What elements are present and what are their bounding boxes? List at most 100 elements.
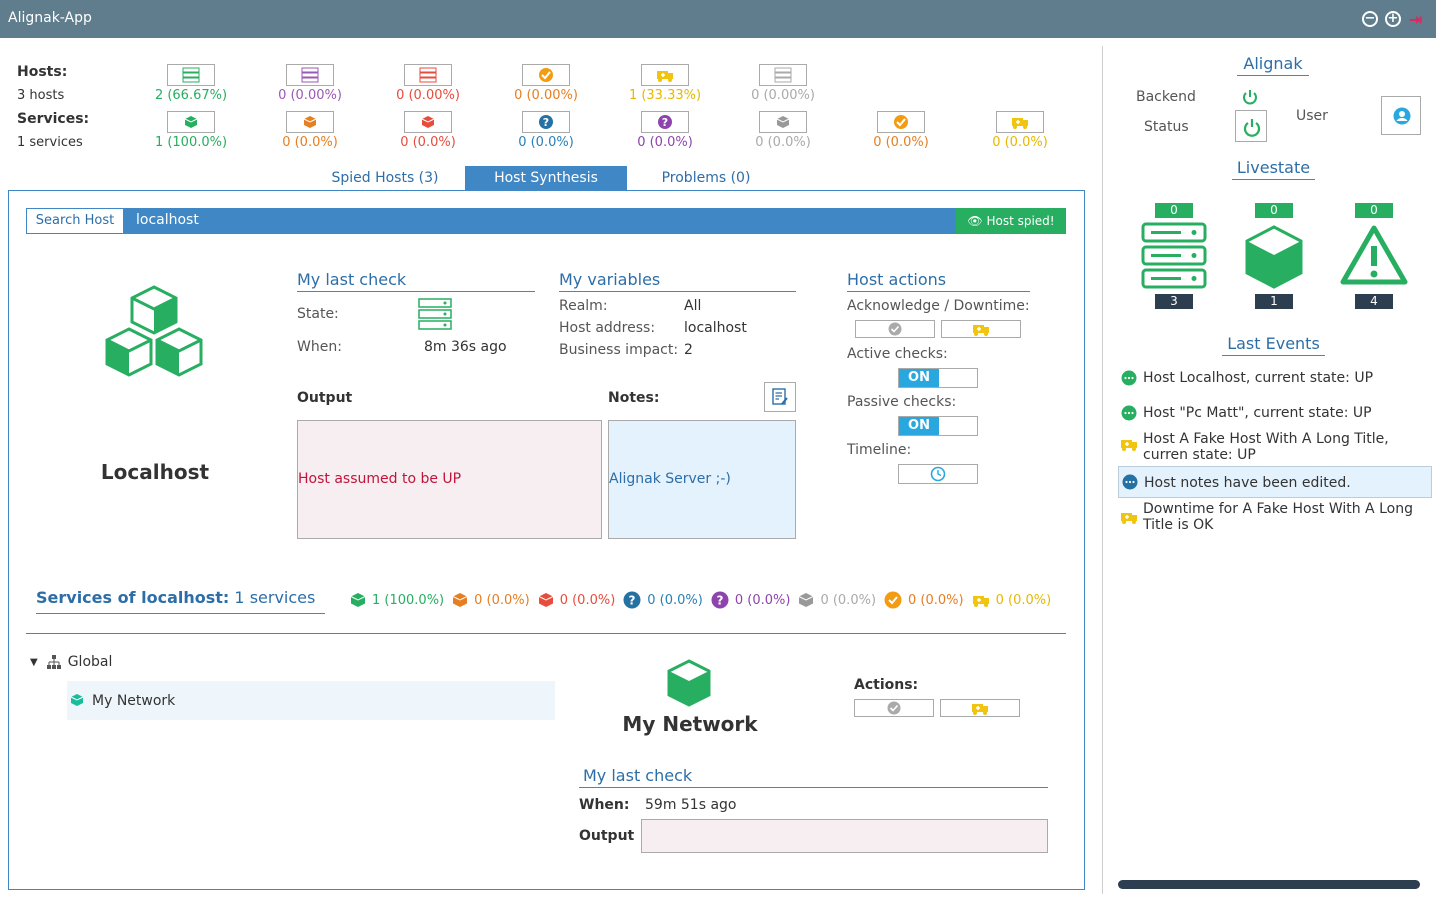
acknowledge-button[interactable] <box>855 320 935 338</box>
tab-spied-hosts[interactable]: Spied Hosts (3) <box>331 170 439 186</box>
services-acknowledged-icon[interactable] <box>877 111 925 133</box>
hosts-unreachable-icon[interactable] <box>286 64 334 86</box>
when-value: 8m 36s ago <box>424 339 507 355</box>
hosts-acknowledged-icon[interactable] <box>522 64 570 86</box>
event-item[interactable]: Downtime for A Fake Host With A Long Tit… <box>1118 501 1432 535</box>
svc-ok-count: 1 (100.0%) <box>372 592 445 608</box>
service-acknowledge-button[interactable] <box>854 699 934 717</box>
svc-unreachable-icon: ? <box>711 591 729 609</box>
services-ack-count: 0 (0.0%) <box>873 135 929 150</box>
event-item[interactable]: Host "Pc Matt", current state: UP <box>1118 405 1432 425</box>
timeline-button[interactable] <box>898 464 978 484</box>
svc-unknown-icon: ? <box>623 591 641 609</box>
services-critical-count: 0 (0.0%) <box>400 135 456 150</box>
hosts-up-count: 2 (66.67%) <box>154 88 228 103</box>
divider <box>26 633 1066 634</box>
svc-downtime-icon <box>972 596 989 607</box>
downtime-button[interactable] <box>941 320 1021 338</box>
alignak-title: Alignak <box>1237 54 1309 76</box>
svc-unreachable-count: 0 (0.0%) <box>734 592 791 608</box>
hosts-up-icon[interactable] <box>167 64 215 86</box>
exit-icon[interactable]: ⇥ <box>1409 10 1423 29</box>
livestate-problems-icon[interactable] <box>1340 224 1408 286</box>
services-unreachable-icon[interactable]: ? <box>641 111 689 133</box>
tree-root[interactable]: ▼ Global <box>30 654 112 670</box>
search-host-button[interactable]: Search Host <box>26 208 124 234</box>
edit-notes-button[interactable] <box>764 382 796 412</box>
passive-checks-state: ON <box>899 417 939 435</box>
hosts-downtime-icon[interactable] <box>641 64 689 86</box>
livestate-problems-count: 0 <box>1355 203 1393 218</box>
actions-label: Actions: <box>854 677 919 693</box>
livestate-services-icon[interactable] <box>1243 224 1305 290</box>
active-checks-label: Active checks: <box>847 346 948 362</box>
maximize-icon[interactable]: + <box>1385 11 1401 27</box>
hosts-flapping-icon[interactable] <box>759 64 807 86</box>
event-text: Host "Pc Matt", current state: UP <box>1143 405 1372 421</box>
ack-downtime-label: Acknowledge / Downtime: <box>847 298 1030 314</box>
hosts-down-icon[interactable] <box>404 64 452 86</box>
services-warning-icon[interactable] <box>286 111 334 133</box>
passive-checks-label: Passive checks: <box>847 394 957 410</box>
services-downtime-icon[interactable] <box>996 111 1044 133</box>
hosts-label: Hosts: <box>17 64 68 80</box>
horizontal-scrollbar[interactable] <box>1118 880 1420 889</box>
service-output-label: Output <box>579 828 635 844</box>
host-spied-label: Host spied! <box>986 214 1055 228</box>
chevron-down-icon[interactable]: ▼ <box>30 656 38 668</box>
tab-problems[interactable]: Problems (0) <box>661 170 751 186</box>
livestate-services-total: 1 <box>1255 294 1293 309</box>
last-events-title: Last Events <box>1222 334 1325 356</box>
hosts-downtime-count: 1 (33.33%) <box>628 88 702 103</box>
user-button[interactable] <box>1381 96 1421 135</box>
power-icon <box>1243 119 1261 137</box>
livestate-problems-total: 4 <box>1355 294 1393 309</box>
passive-checks-toggle[interactable]: ON <box>898 416 978 436</box>
event-item-selected[interactable]: Host notes have been edited. <box>1118 466 1432 498</box>
tree-item-my-network[interactable]: My Network <box>67 681 555 720</box>
variables-title: My variables <box>559 270 796 292</box>
services-ok-count: 1 (100.0%) <box>154 135 228 150</box>
downtime-icon <box>1121 513 1137 524</box>
livestate-hosts-icon[interactable] <box>1141 222 1207 290</box>
address-value: localhost <box>684 320 747 336</box>
search-input[interactable]: localhost <box>136 212 199 228</box>
svc-warning-icon <box>452 593 468 607</box>
event-item[interactable]: Host Localhost, current state: UP <box>1118 370 1432 390</box>
host-spied-button[interactable]: 👁 Host spied! <box>956 208 1066 234</box>
svg-text:?: ? <box>543 116 549 129</box>
hosts-flapping-count: 0 (0.00%) <box>751 88 815 103</box>
downtime-icon <box>973 325 989 336</box>
services-flapping-icon[interactable] <box>759 111 807 133</box>
status-button[interactable] <box>1235 110 1267 142</box>
svc-critical-icon <box>538 593 553 607</box>
downtime-icon <box>972 704 988 715</box>
svc-unknown-count: 0 (0.0%) <box>647 592 703 608</box>
realm-label: Realm: <box>559 298 608 314</box>
hosts-down-count: 0 (0.00%) <box>396 88 460 103</box>
sitemap-icon <box>46 655 61 669</box>
services-ok-icon[interactable] <box>167 111 215 133</box>
svc-flapping-icon <box>799 593 814 607</box>
services-unknown-icon[interactable]: ? <box>522 111 570 133</box>
services-unknown-count: 0 (0.0%) <box>518 135 574 150</box>
event-item[interactable]: Host A Fake Host With A Long Title, curr… <box>1118 431 1432 465</box>
tab-host-synthesis[interactable]: Host Synthesis <box>465 166 627 190</box>
hosts-unreachable-count: 0 (0.00%) <box>278 88 342 103</box>
active-checks-toggle[interactable]: ON <box>898 368 978 388</box>
event-text: Downtime for A Fake Host With A Long Tit… <box>1143 501 1413 533</box>
address-label: Host address: <box>559 320 656 336</box>
livestate-services-problems: 0 <box>1255 203 1293 218</box>
minimize-icon[interactable]: − <box>1362 11 1378 27</box>
service-downtime-button[interactable] <box>940 699 1020 717</box>
event-text: Host A Fake Host With A Long Title, curr… <box>1143 431 1389 463</box>
comment-icon <box>1121 405 1137 421</box>
tree-root-label: Global <box>67 654 113 670</box>
edit-icon <box>772 388 788 405</box>
services-downtime-count: 0 (0.0%) <box>992 135 1048 150</box>
last-check-title: My last check <box>297 270 535 292</box>
notes-label: Notes: <box>608 390 660 406</box>
backend-label: Backend <box>1136 89 1196 105</box>
services-critical-icon[interactable] <box>404 111 452 133</box>
comment-icon <box>1122 474 1138 490</box>
